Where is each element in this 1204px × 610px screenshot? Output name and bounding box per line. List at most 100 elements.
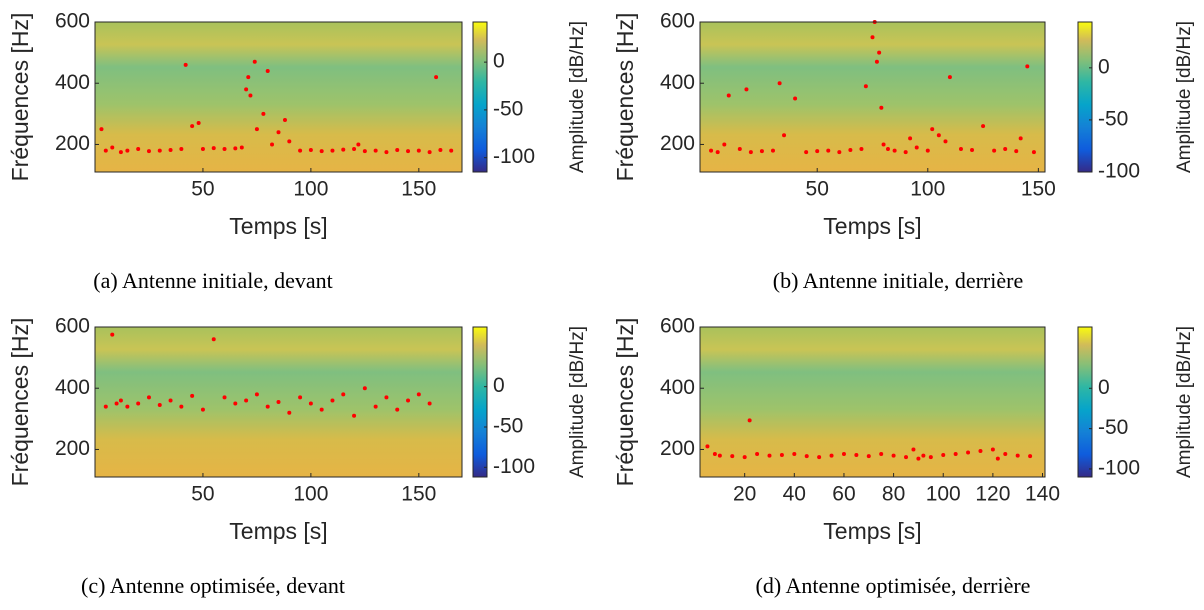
- data-point: [341, 392, 346, 397]
- data-point: [434, 75, 439, 80]
- data-point: [947, 75, 952, 80]
- data-point: [183, 62, 188, 67]
- data-point: [892, 148, 897, 153]
- y-tick-label: 400: [660, 71, 695, 94]
- y-tick-label: 400: [55, 71, 90, 94]
- x-axis-label: Temps [s]: [229, 213, 327, 239]
- x-tick-label: 50: [191, 483, 214, 506]
- x-tick-label: 150: [401, 483, 436, 506]
- data-point: [928, 455, 933, 460]
- data-point: [916, 456, 921, 461]
- data-point: [914, 145, 919, 150]
- data-point: [779, 452, 784, 457]
- colorbar-tick-label: -100: [493, 455, 535, 478]
- colorbar-tick-label: -50: [493, 415, 523, 438]
- data-point: [863, 84, 868, 89]
- data-point: [352, 413, 357, 418]
- data-point: [252, 59, 257, 64]
- data-point: [1003, 452, 1008, 457]
- data-point: [179, 404, 184, 409]
- data-point: [936, 133, 941, 138]
- subplot: 20 40 60 80 100 120 140 200 400 600 Temps [s] Fréqu…: [612, 315, 1195, 599]
- colorbar-tick-label: 0: [493, 374, 505, 397]
- y-axis-label: Fréquences [Hz]: [7, 318, 33, 487]
- colorbar-tick-label: -50: [1098, 416, 1128, 439]
- data-point: [747, 418, 752, 423]
- data-point: [930, 127, 935, 132]
- data-point: [118, 398, 123, 403]
- data-point: [1018, 136, 1023, 141]
- data-point: [767, 453, 772, 458]
- data-point: [233, 401, 238, 406]
- data-point: [1028, 454, 1033, 459]
- data-point: [874, 59, 879, 64]
- data-point: [239, 145, 244, 150]
- data-point: [705, 444, 710, 449]
- y-tick-label: 600: [55, 315, 90, 338]
- data-point: [848, 147, 853, 152]
- data-point: [755, 452, 760, 457]
- data-point: [406, 398, 411, 403]
- data-point: [362, 386, 367, 391]
- data-point: [943, 139, 948, 144]
- data-point: [395, 147, 400, 152]
- data-point: [298, 395, 303, 400]
- data-point: [958, 147, 963, 152]
- data-point: [373, 404, 378, 409]
- data-point: [265, 68, 270, 73]
- data-point: [125, 148, 130, 153]
- data-point: [995, 456, 1000, 461]
- data-point: [352, 147, 357, 152]
- axes-box: [94, 21, 463, 173]
- data-point: [103, 404, 108, 409]
- y-tick-label: 200: [660, 132, 695, 155]
- colorbar-tick-label: -100: [1098, 160, 1140, 183]
- data-point: [438, 147, 443, 152]
- data-point: [270, 142, 275, 147]
- data-point: [879, 105, 884, 110]
- data-point: [190, 393, 195, 398]
- data-point: [859, 147, 864, 152]
- colorbar-tick-label: -50: [1098, 107, 1128, 130]
- data-point: [709, 148, 714, 153]
- data-point: [287, 410, 292, 415]
- data-point: [384, 150, 389, 155]
- data-point: [911, 447, 916, 452]
- data-point: [904, 455, 909, 460]
- data-point: [777, 81, 782, 86]
- data-point: [330, 398, 335, 403]
- data-point: [877, 50, 882, 55]
- x-tick-label: 140: [1025, 483, 1060, 506]
- caption: (d) Antenne optimisée, derrière: [756, 573, 1031, 598]
- data-point: [925, 148, 930, 153]
- y-tick-label: 200: [55, 132, 90, 155]
- data-point: [157, 148, 162, 153]
- data-point: [406, 149, 411, 154]
- caption: (a) Antenne initiale, devant: [93, 268, 332, 293]
- subplot: 50 100 150 200 400 600 Temps [s] Fréquences [Hz…: [7, 315, 588, 599]
- data-point: [118, 150, 123, 155]
- y-axis-label: Fréquences [Hz]: [7, 13, 33, 182]
- data-point: [726, 93, 731, 98]
- data-point: [179, 147, 184, 152]
- colorbar-label: Amplitude [dB/Hz]: [1174, 326, 1195, 478]
- data-point: [866, 454, 871, 459]
- data-point: [748, 150, 753, 155]
- x-tick-label: 100: [926, 483, 961, 506]
- colorbar-label: Amplitude [dB/Hz]: [1174, 21, 1195, 173]
- data-point: [841, 452, 846, 457]
- data-point: [416, 148, 421, 153]
- y-tick-label: 400: [55, 376, 90, 399]
- data-point: [427, 401, 432, 406]
- data-point: [276, 130, 281, 135]
- data-point: [244, 398, 249, 403]
- data-point: [276, 400, 281, 404]
- data-point: [908, 136, 913, 141]
- colorbar: [472, 21, 488, 173]
- data-point: [168, 398, 173, 403]
- data-point: [717, 453, 722, 458]
- data-point: [248, 93, 253, 98]
- data-point: [953, 452, 958, 457]
- axes-box: [699, 21, 1046, 173]
